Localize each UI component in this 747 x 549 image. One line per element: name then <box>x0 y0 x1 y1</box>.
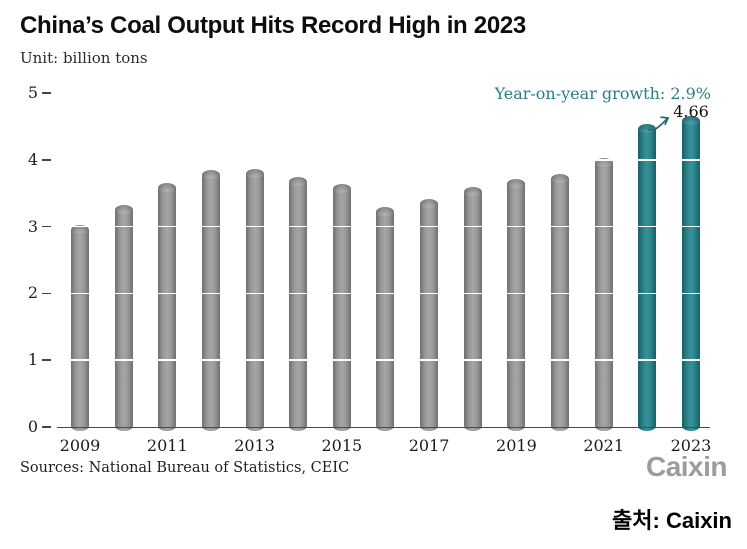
gridline-2 <box>57 292 710 295</box>
bar-top-cap <box>551 174 570 184</box>
bar-2020 <box>551 174 570 431</box>
sources-note: Sources: National Bureau of Statistics, … <box>20 460 350 476</box>
bar-2016 <box>376 206 395 431</box>
bar-top-cap <box>158 183 177 193</box>
bar-top-cap <box>594 158 613 168</box>
x-axis-tick-label-2015: 2015 <box>321 436 363 455</box>
growth-annotation: Year-on-year growth: 2.9% <box>494 84 711 103</box>
bar-top-cap <box>114 204 133 214</box>
bar-2022 <box>638 124 657 431</box>
x-axis-tick-label-2011: 2011 <box>146 436 188 455</box>
x-axis-tick-label-2023: 2023 <box>670 436 712 455</box>
x-axis-line <box>57 427 710 429</box>
gridline-1 <box>57 359 710 361</box>
y-axis-tick-label-1: 1 <box>27 350 38 370</box>
bar-2023 <box>681 115 700 431</box>
y-axis-tick-label-4: 4 <box>27 149 38 169</box>
bar-2017 <box>420 198 439 431</box>
x-axis-tick-label-2019: 2019 <box>496 436 537 455</box>
bar-2021 <box>594 158 613 431</box>
gridline-4 <box>57 159 710 161</box>
bar-top-cap <box>201 170 220 180</box>
bar-2009 <box>71 224 89 431</box>
bar-2018 <box>463 186 482 431</box>
attribution-text: 출처: Caixin <box>612 508 732 533</box>
gridline-3 <box>57 225 710 228</box>
x-axis-tick-label-2013: 2013 <box>234 436 275 455</box>
peak-value-label: 4.66 <box>673 102 709 121</box>
bar-2015 <box>332 183 351 431</box>
bar-top-cap <box>245 169 264 179</box>
y-axis-tick-mark <box>42 426 51 428</box>
bar-top-cap <box>71 224 89 234</box>
bar-top-cap <box>420 198 439 208</box>
y-axis-tick-mark <box>42 92 51 94</box>
y-axis-tick-label-0: 0 <box>27 417 38 436</box>
chart-title: China’s Coal Output Hits Record High in … <box>20 12 526 39</box>
x-axis-tick-label-2009: 2009 <box>59 436 101 455</box>
y-axis-tick-mark <box>42 359 51 361</box>
bar-top-cap <box>332 183 351 193</box>
y-axis-tick-mark <box>42 159 51 161</box>
curved-arrow-icon <box>647 116 669 132</box>
bar-top-cap <box>681 115 700 125</box>
bar-2011 <box>158 183 177 431</box>
y-axis-tick-mark <box>42 292 51 295</box>
x-axis-tick-label-2021: 2021 <box>583 436 625 455</box>
bar-2014 <box>289 176 308 431</box>
y-axis-tick-label-5: 5 <box>27 83 38 102</box>
bar-top-cap <box>507 178 526 188</box>
bar-top-cap <box>463 186 482 196</box>
bar-2010 <box>114 204 133 431</box>
bar-top-cap <box>289 176 308 186</box>
bar-top-cap <box>376 206 395 216</box>
y-axis-tick-mark <box>42 225 51 228</box>
unit-label: Unit: billion tons <box>20 49 148 67</box>
y-axis-tick-label-3: 3 <box>27 216 38 236</box>
bar-2019 <box>507 178 526 431</box>
bar-2012 <box>201 170 220 431</box>
bar-2013 <box>245 169 264 431</box>
caixin-logo: Caixin <box>645 451 728 482</box>
x-axis-tick-label-2017: 2017 <box>408 436 450 455</box>
y-axis-tick-label-2: 2 <box>27 283 38 303</box>
